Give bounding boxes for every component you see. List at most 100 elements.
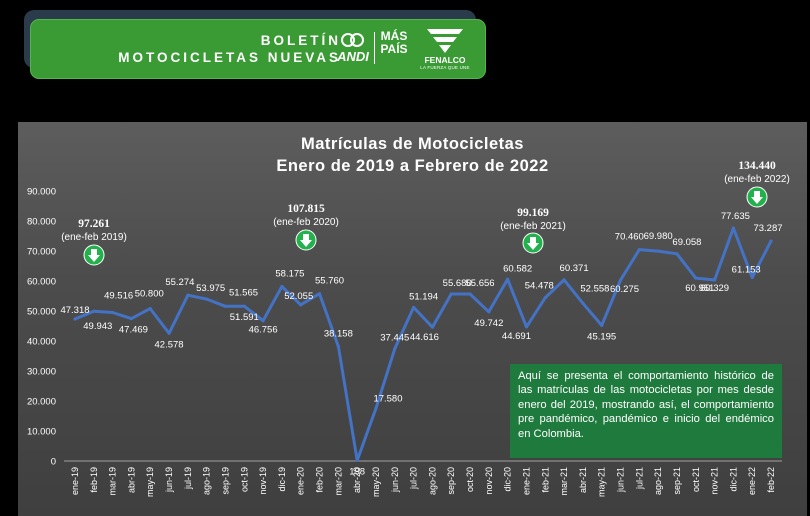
data-point [769,239,773,243]
x-tick-label: dic-20 [503,467,513,492]
data-label: 37.445 [380,333,409,344]
x-tick-label: may-20 [371,467,381,497]
data-point [712,278,717,282]
data-point [223,304,228,308]
callout-value: 107.815 [287,203,325,215]
down-arrow-glyph [300,234,312,247]
chart-title: Matrículas de Motocicletas Enero de 2019… [18,133,807,177]
data-label: 61.153 [732,265,761,276]
x-tick-label: dic-21 [728,467,738,492]
data-label: 44.616 [410,332,439,343]
data-point [148,307,152,311]
x-tick-label: ene-21 [521,467,531,495]
data-point [280,284,284,289]
y-tick-label: 60.000 [27,277,56,288]
x-tick-label: sep-21 [672,467,682,495]
data-point [393,347,397,351]
data-label: 58.175 [275,268,304,279]
x-tick-label: mar-20 [333,467,343,496]
data-point [92,309,96,313]
banner-title: BOLETÍN MOTOCICLETAS NUEVAS [65,32,341,66]
data-label: 49.742 [474,318,503,329]
x-tick-label: abr-20 [352,467,362,493]
y-tick-label: 90.000 [27,187,56,198]
x-tick-label: jun-21 [616,467,626,493]
data-label: 17.580 [373,393,402,404]
series-line [74,226,773,462]
y-tick-label: 40.000 [27,337,56,348]
x-tick-label: may-21 [597,467,607,497]
andi-emblem-icon [341,33,364,47]
data-label: 52.558 [580,283,609,294]
data-point [524,325,529,329]
data-label: 73.287 [753,223,782,234]
data-label: 69.058 [672,237,701,248]
x-tick-label: ene-19 [70,467,80,495]
x-tick-label: mar-21 [559,467,569,496]
data-label: 51.194 [409,291,438,302]
down-arrow-glyph [88,249,100,262]
data-point [129,316,134,321]
data-label: 60.329 [700,283,729,294]
data-label: 49.943 [83,321,112,332]
data-point [167,331,171,335]
fenalco-logo: FENALCO LA FUERZA QUE UNE [420,25,470,73]
y-tick-label: 0 [51,457,56,468]
data-point [543,295,547,300]
data-label: 47.318 [60,305,89,316]
data-label: 55.274 [165,277,194,288]
description-textbox: Aquí se presenta el comportamiento histó… [510,364,782,458]
fenalco-emblem-icon [427,29,463,53]
data-label: 60.371 [560,263,589,274]
x-tick-label: sep-19 [220,467,230,495]
down-arrow-glyph [751,191,763,204]
x-tick-label: oct-21 [691,467,701,492]
data-label: 44.691 [502,331,531,342]
banner-title-line1: BOLETÍN [260,33,341,48]
data-point [336,344,340,349]
data-label: 51.591 [230,312,259,323]
data-point [637,248,641,252]
y-tick-label: 50.000 [27,307,56,318]
data-point [430,325,435,329]
x-tick-label: nov-19 [258,467,268,495]
callout-period: (ene-feb 2019) [61,232,127,243]
data-label: 47.469 [119,325,148,336]
data-label: 51.565 [229,287,258,298]
data-point [750,275,754,280]
data-point [675,252,679,256]
data-point [581,301,585,305]
chart-title-line2: Enero de 2019 a Febrero de 2022 [276,157,549,175]
data-point [73,317,77,321]
banner-title-line2: MOTOCICLETAS NUEVAS [118,50,341,65]
x-tick-label: ago-19 [202,467,212,495]
data-point [506,277,510,281]
y-tick-label: 30.000 [27,367,56,378]
data-label: 60.951 [685,283,714,294]
data-point [731,226,735,230]
header-banner: BOLETÍN MOTOCICLETAS NUEVAS ANDI MÁS PAÍ… [30,19,486,79]
callout-value: 99.169 [517,207,549,219]
x-tick-label: abr-19 [126,467,136,493]
data-label: 69.980 [644,231,673,242]
x-tick-label: feb-19 [89,467,99,493]
x-tick-label: jul-21 [634,467,644,490]
data-point [487,310,491,314]
data-label: 45.195 [587,331,616,342]
x-tick-label: abr-21 [578,467,588,493]
fenalco-logo-tagline: LA FUERZA QUE UNE [420,65,470,70]
x-tick-label: feb-21 [540,467,550,493]
data-point [694,276,698,280]
data-point [562,278,566,282]
data-label: 53.975 [196,283,225,294]
mas-pais-logo-line1: MÁS [380,29,408,43]
down-arrow-glyph [527,237,539,250]
data-label: 38.158 [324,329,353,340]
logo-divider [374,32,375,64]
data-point [261,319,265,323]
data-point [374,406,378,410]
data-label: 60.275 [610,284,639,295]
x-tick-label: oct-20 [465,467,475,492]
x-tick-label: ene-22 [747,467,757,495]
